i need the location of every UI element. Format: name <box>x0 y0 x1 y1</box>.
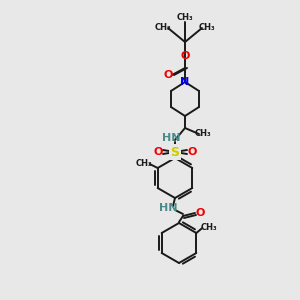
Text: HN: HN <box>162 133 180 143</box>
Text: O: O <box>195 208 205 218</box>
Text: CH₃: CH₃ <box>155 23 171 32</box>
Text: CH₃: CH₃ <box>135 160 152 169</box>
Text: S: S <box>170 146 179 158</box>
Text: O: O <box>180 51 190 61</box>
Text: CH₃: CH₃ <box>195 130 211 139</box>
Text: N: N <box>180 77 190 87</box>
Text: CH₃: CH₃ <box>199 23 215 32</box>
Text: O: O <box>163 70 173 80</box>
Text: CH₃: CH₃ <box>177 13 193 22</box>
Text: O: O <box>153 147 163 157</box>
Text: CH₃: CH₃ <box>201 224 217 232</box>
Text: HN: HN <box>159 203 177 213</box>
Text: O: O <box>187 147 197 157</box>
